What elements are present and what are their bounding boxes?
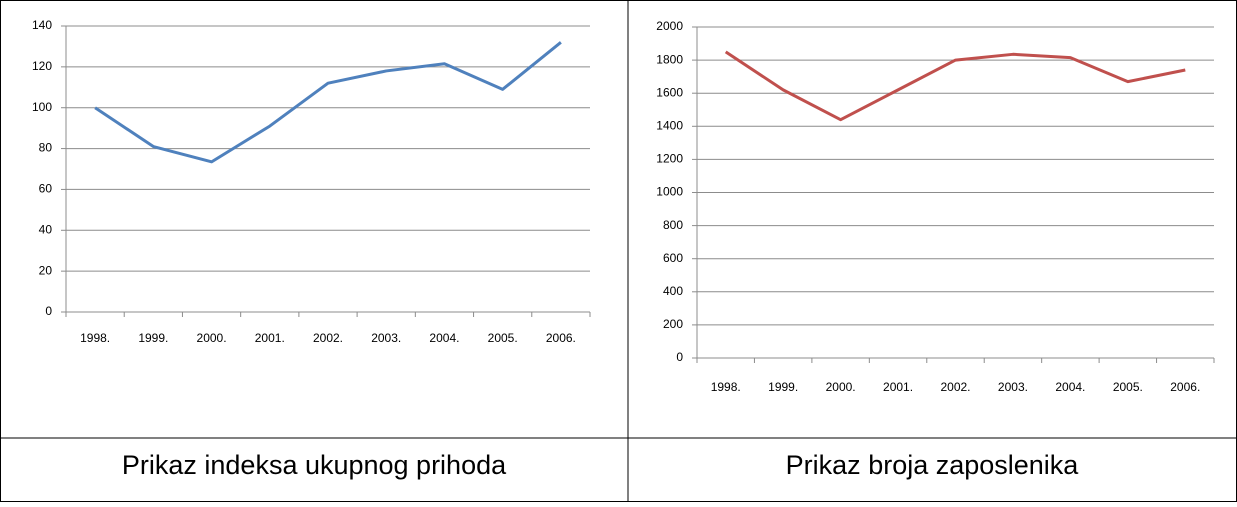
y-tick-label: 800 — [663, 218, 683, 232]
y-tick-label: 0 — [676, 350, 683, 364]
y-tick-label: 80 — [39, 141, 53, 155]
y-tick-label: 2000 — [656, 19, 683, 33]
x-tick-label: 1999. — [138, 331, 168, 345]
y-tick-label: 60 — [39, 182, 53, 196]
x-tick-label: 2000. — [826, 380, 856, 394]
data-line — [94, 41, 562, 164]
y-tick-label: 0 — [45, 304, 52, 318]
y-tick-label: 1600 — [656, 85, 683, 99]
y-tick-label: 1200 — [656, 152, 683, 166]
x-tick-label: 2003. — [998, 380, 1028, 394]
x-tick-label: 2005. — [1113, 380, 1143, 394]
x-tick-label: 2004. — [1055, 380, 1085, 394]
y-tick-label: 100 — [32, 100, 52, 114]
x-tick-label: 2004. — [429, 331, 459, 345]
y-tick-label: 1400 — [656, 118, 683, 132]
x-tick-label: 2006. — [546, 331, 576, 345]
x-tick-label: 1998. — [80, 331, 110, 345]
y-tick-label: 1800 — [656, 52, 683, 66]
x-tick-label: 2000. — [197, 331, 227, 345]
y-tick-label: 1000 — [656, 185, 683, 199]
x-tick-label: 2005. — [488, 331, 518, 345]
x-tick-label: 2001. — [255, 331, 285, 345]
data-line — [724, 50, 1186, 122]
x-tick-label: 2002. — [313, 331, 343, 345]
x-tick-label: 2006. — [1170, 380, 1200, 394]
y-tick-label: 20 — [39, 263, 53, 277]
y-tick-label: 200 — [663, 317, 683, 331]
y-tick-label: 400 — [663, 284, 683, 298]
y-tick-label: 600 — [663, 251, 683, 265]
x-tick-label: 1998. — [711, 380, 741, 394]
caption: Prikaz indeksa ukupnog prihoda — [122, 450, 507, 480]
y-tick-label: 40 — [39, 222, 53, 236]
x-tick-label: 2002. — [940, 380, 970, 394]
x-tick-label: 2003. — [371, 331, 401, 345]
y-tick-label: 140 — [32, 18, 52, 32]
x-tick-label: 2001. — [883, 380, 913, 394]
y-tick-label: 120 — [32, 59, 52, 73]
caption: Prikaz broja zaposlenika — [786, 450, 1080, 480]
x-tick-label: 1999. — [768, 380, 798, 394]
